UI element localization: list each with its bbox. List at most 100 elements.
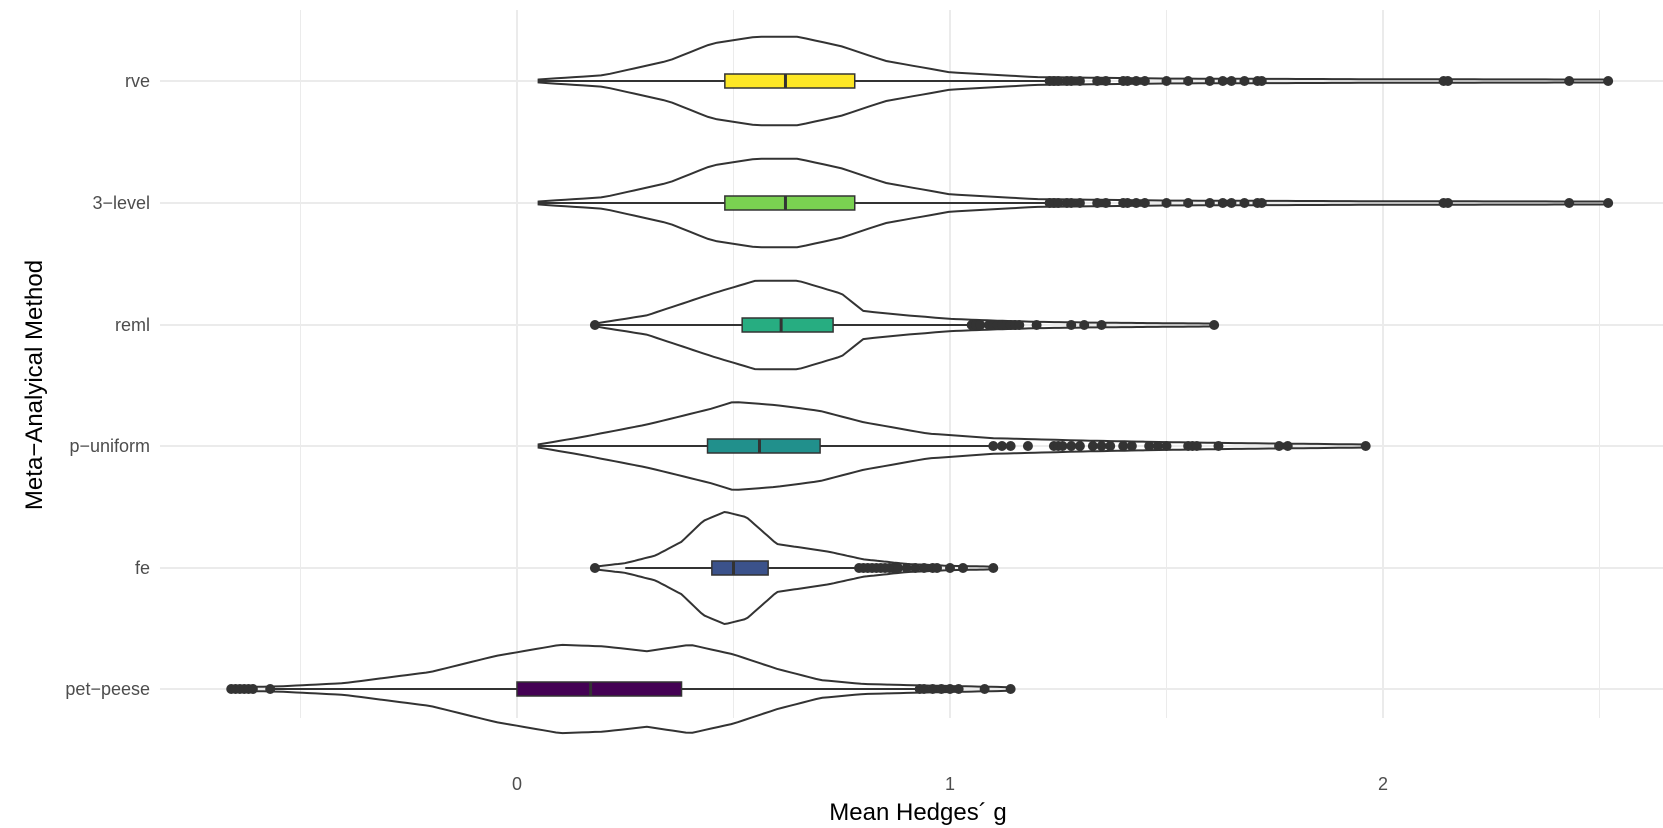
outlier-point xyxy=(1217,76,1228,86)
outlier-point xyxy=(979,684,990,694)
outlier-point xyxy=(1217,198,1228,208)
outlier-point xyxy=(1239,198,1250,208)
outlier-point xyxy=(1105,441,1116,451)
outlier-point xyxy=(1191,441,1202,451)
outlier-point xyxy=(1066,320,1077,330)
outlier-point xyxy=(1022,441,1033,451)
outlier-point xyxy=(1183,76,1194,86)
outlier-point xyxy=(1204,198,1215,208)
violin-group-fe xyxy=(589,510,999,626)
outlier-point xyxy=(1066,76,1077,86)
outlier-point xyxy=(1014,320,1025,330)
violin-group-rve xyxy=(537,35,1614,127)
outlier-point xyxy=(1092,198,1103,208)
outlier-point xyxy=(1226,76,1237,86)
outlier-point xyxy=(1226,198,1237,208)
outlier-point xyxy=(1074,441,1085,451)
outlier-point xyxy=(901,563,912,573)
outlier-point xyxy=(945,563,955,573)
outlier-point xyxy=(1564,198,1575,208)
outlier-point xyxy=(953,684,964,694)
y-tick-label-3-level: 3−level xyxy=(92,193,150,213)
outlier-point xyxy=(936,684,947,694)
outlier-point xyxy=(1074,76,1085,86)
box-iqr xyxy=(741,317,834,333)
outlier-point xyxy=(589,320,600,330)
outlier-point xyxy=(1204,76,1215,86)
outlier-point xyxy=(919,684,930,694)
outlier-point xyxy=(1096,441,1107,451)
box-iqr xyxy=(706,438,821,454)
outlier-point xyxy=(1161,76,1172,86)
outlier-point xyxy=(1100,198,1111,208)
x-tick-label: 1 xyxy=(945,774,955,794)
outlier-point xyxy=(1100,76,1111,86)
outlier-point xyxy=(1209,320,1220,330)
box-iqr xyxy=(724,73,856,89)
violin-group-pet-peese xyxy=(226,643,1016,735)
outlier-point xyxy=(1183,198,1194,208)
box-iqr xyxy=(711,560,769,576)
outlier-point xyxy=(1074,198,1085,208)
outlier-point xyxy=(1031,320,1042,330)
box-iqr xyxy=(516,681,683,697)
outlier-point xyxy=(1131,76,1142,86)
outlier-point xyxy=(1144,441,1155,451)
outlier-point xyxy=(988,441,999,451)
outlier-point xyxy=(1122,76,1133,86)
x-tick-label: 0 xyxy=(512,774,522,794)
outlier-point xyxy=(1087,441,1098,451)
outlier-point xyxy=(988,563,999,573)
outlier-point xyxy=(1122,198,1133,208)
outlier-point xyxy=(893,563,904,573)
outlier-point xyxy=(1442,76,1453,86)
outlier-point xyxy=(1005,684,1016,694)
outlier-point xyxy=(1057,441,1068,451)
x-tick-label: 2 xyxy=(1378,774,1388,794)
outlier-point xyxy=(1079,320,1090,330)
outlier-point xyxy=(1256,198,1267,208)
outlier-point xyxy=(945,684,955,694)
outlier-point xyxy=(1131,198,1142,208)
y-tick-label-rve: rve xyxy=(125,71,150,91)
outlier-point xyxy=(1053,198,1064,208)
outlier-point xyxy=(1118,441,1129,451)
outlier-point xyxy=(247,684,258,694)
violin-group-p-uniform xyxy=(537,401,1371,491)
outlier-point xyxy=(975,320,986,330)
outlier-point xyxy=(1066,198,1077,208)
outlier-point xyxy=(996,441,1007,451)
grid-lines xyxy=(160,10,1663,718)
violin-group-reml xyxy=(589,279,1220,371)
outlier-point xyxy=(957,563,968,573)
outlier-point xyxy=(1603,76,1614,86)
outlier-point xyxy=(1139,76,1150,86)
outlier-point xyxy=(1442,198,1453,208)
outlier-point xyxy=(1161,441,1172,451)
outlier-point xyxy=(1564,76,1575,86)
outlier-point xyxy=(1161,198,1172,208)
outlier-point xyxy=(1092,76,1103,86)
outlier-point xyxy=(1066,441,1077,451)
box-iqr xyxy=(724,195,856,211)
y-tick-label-fe: fe xyxy=(135,558,150,578)
outlier-point xyxy=(265,684,276,694)
outlier-point xyxy=(1053,76,1064,86)
outlier-point xyxy=(1274,441,1285,451)
outlier-point xyxy=(1603,198,1614,208)
outlier-point xyxy=(589,563,600,573)
y-axis-title: Meta−Analyical Method xyxy=(21,260,48,510)
outlier-point xyxy=(1152,441,1163,451)
outlier-point xyxy=(1282,441,1293,451)
violin-group-3-level xyxy=(537,157,1614,249)
y-tick-labels: pet−peese fe p−uniform reml 3−level rve xyxy=(65,71,150,699)
y-tick-label-reml: reml xyxy=(115,315,150,335)
outlier-point xyxy=(910,563,921,573)
outlier-point xyxy=(932,563,943,573)
y-tick-label-pet-peese: pet−peese xyxy=(65,679,150,699)
outlier-point xyxy=(1239,76,1250,86)
outlier-point xyxy=(1256,76,1267,86)
outlier-point xyxy=(1005,441,1016,451)
outlier-point xyxy=(1360,441,1371,451)
